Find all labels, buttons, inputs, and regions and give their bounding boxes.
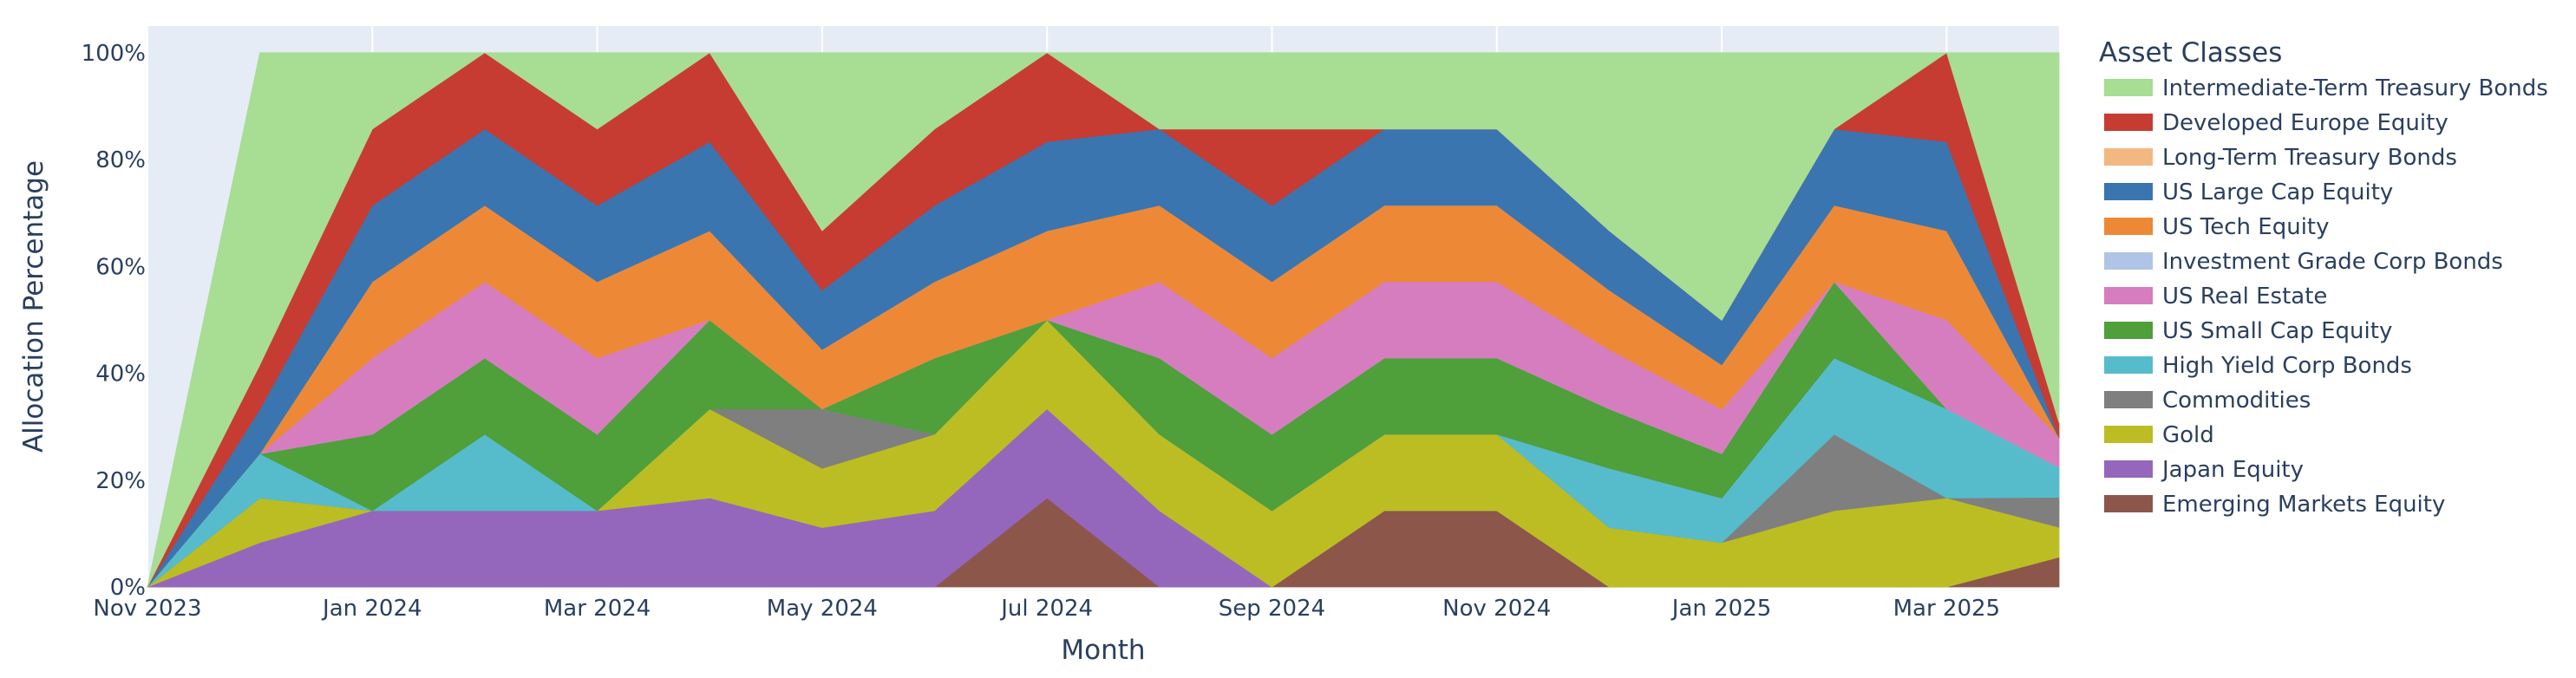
legend-label: Gold bbox=[2162, 422, 2214, 448]
legend-label: High Yield Corp Bonds bbox=[2162, 353, 2412, 379]
y-axis-title: Allocation Percentage bbox=[18, 160, 49, 453]
legend-item-us-real-estate: US Real Estate bbox=[2104, 284, 2327, 310]
x-tick-label: Jul 2024 bbox=[999, 596, 1093, 622]
legend: Asset Classes Intermediate-Term Treasury… bbox=[2099, 37, 2548, 518]
y-axis: 0% 20% 40% 60% 80% 100% bbox=[82, 41, 146, 601]
legend-item-us-large-cap-equity: US Large Cap Equity bbox=[2104, 179, 2393, 205]
x-tick-label: Mar 2025 bbox=[1893, 596, 2001, 622]
legend-label: US Real Estate bbox=[2162, 284, 2327, 310]
legend-title: Asset Classes bbox=[2099, 37, 2282, 68]
y-tick-label: 40% bbox=[95, 362, 146, 388]
legend-label: Developed Europe Equity bbox=[2162, 110, 2449, 136]
y-tick-label: 60% bbox=[95, 254, 146, 280]
x-tick-label: May 2024 bbox=[767, 596, 878, 622]
y-tick-label: 20% bbox=[95, 468, 146, 494]
legend-item-investment-grade-corp-bonds: Investment Grade Corp Bonds bbox=[2104, 249, 2503, 275]
y-tick-label: 100% bbox=[82, 41, 146, 67]
x-tick-label: Nov 2023 bbox=[93, 596, 201, 622]
legend-swatch bbox=[2104, 183, 2153, 200]
legend-swatch bbox=[2104, 426, 2153, 443]
y-tick-label: 0% bbox=[110, 575, 146, 601]
y-tick-label: 80% bbox=[95, 147, 146, 173]
legend-item-us-tech-equity: US Tech Equity bbox=[2104, 214, 2330, 240]
legend-label: Commodities bbox=[2162, 388, 2311, 414]
x-tick-label: Sep 2024 bbox=[1219, 596, 1325, 622]
legend-item-japan-equity: Japan Equity bbox=[2104, 457, 2304, 483]
x-tick-label: Mar 2024 bbox=[544, 596, 651, 622]
legend-item-us-small-cap-equity: US Small Cap Equity bbox=[2104, 318, 2392, 344]
legend-label: US Small Cap Equity bbox=[2162, 318, 2392, 344]
legend-swatch bbox=[2104, 79, 2153, 96]
x-axis: Nov 2023 Jan 2024 Mar 2024 May 2024 Jul 2024… bbox=[93, 596, 2000, 622]
legend-label: Intermediate-Term Treasury Bonds bbox=[2162, 75, 2548, 101]
area-layer bbox=[147, 52, 2060, 588]
legend-swatch bbox=[2104, 460, 2153, 478]
legend-swatch bbox=[2104, 114, 2153, 131]
legend-item-intermediate-term-treasury-bonds: Intermediate-Term Treasury Bonds bbox=[2104, 75, 2548, 101]
area-intermediate-term-treasury-bonds bbox=[147, 52, 2060, 588]
legend-swatch bbox=[2104, 322, 2153, 339]
legend-item-developed-europe-equity: Developed Europe Equity bbox=[2104, 110, 2449, 136]
legend-swatch bbox=[2104, 252, 2153, 270]
legend-item-long-term-treasury-bonds: Long-Term Treasury Bonds bbox=[2104, 145, 2457, 171]
legend-label: Emerging Markets Equity bbox=[2162, 492, 2445, 518]
legend-label: Long-Term Treasury Bonds bbox=[2162, 145, 2457, 171]
x-axis-title: Month bbox=[1061, 635, 1145, 666]
legend-item-commodities: Commodities bbox=[2104, 388, 2311, 414]
legend-swatch bbox=[2104, 148, 2153, 166]
legend-item-high-yield-corp-bonds: High Yield Corp Bonds bbox=[2104, 353, 2412, 379]
legend-item-emerging-markets-equity: Emerging Markets Equity bbox=[2104, 492, 2445, 518]
x-tick-label: Nov 2024 bbox=[1442, 596, 1551, 622]
legend-swatch bbox=[2104, 391, 2153, 408]
legend-swatch bbox=[2104, 356, 2153, 374]
legend-item-gold: Gold bbox=[2104, 422, 2214, 448]
x-tick-label: Jan 2024 bbox=[321, 596, 422, 622]
legend-label: Japan Equity bbox=[2161, 457, 2304, 483]
legend-swatch bbox=[2104, 218, 2153, 235]
x-tick-label: Jan 2025 bbox=[1670, 596, 1772, 622]
legend-label: US Large Cap Equity bbox=[2162, 179, 2393, 205]
legend-label: Investment Grade Corp Bonds bbox=[2162, 249, 2503, 275]
legend-swatch bbox=[2104, 287, 2153, 304]
legend-swatch bbox=[2104, 495, 2153, 512]
legend-label: US Tech Equity bbox=[2162, 214, 2330, 240]
